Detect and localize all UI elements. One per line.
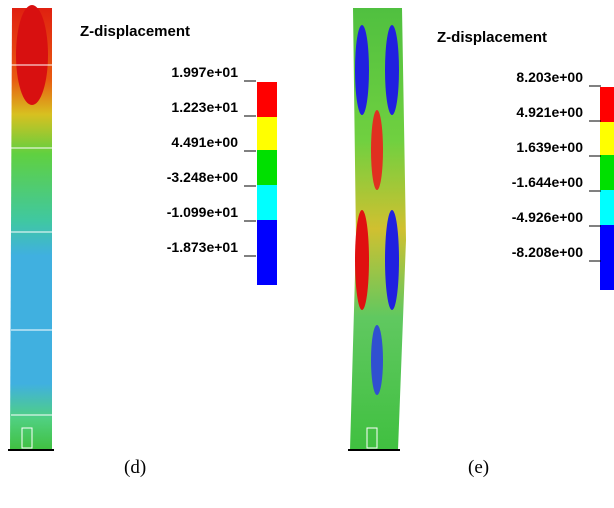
caption: (e) <box>468 457 489 478</box>
legend-level: -1.873e+01 <box>167 239 238 255</box>
legend-level: 1.639e+00 <box>516 139 583 155</box>
panel-e: Z-displacement (e) 8.203e+00 4.921e+00 1.6… <box>348 8 614 478</box>
legend-swatch <box>600 155 614 190</box>
legend-level: 8.203e+00 <box>516 69 583 85</box>
figure: Z-displacement (d) 1.997e+01 1.223e+01 4.4… <box>0 0 614 508</box>
legend-swatch <box>257 220 277 285</box>
legend-swatch <box>600 122 614 155</box>
legend-swatch <box>257 82 277 117</box>
legend-swatch <box>600 87 614 122</box>
legend-level: 1.997e+01 <box>171 64 238 80</box>
caption: (d) <box>124 457 146 478</box>
legend-level: 4.921e+00 <box>516 104 583 120</box>
legend-title: Z-displacement <box>80 23 190 40</box>
legend-level: -1.099e+01 <box>167 204 238 220</box>
legend-level: -4.926e+00 <box>512 209 583 225</box>
legend-swatch <box>600 190 614 225</box>
legend-swatch <box>257 185 277 220</box>
legend-level: 4.491e+00 <box>171 134 238 150</box>
legend-level: -8.208e+00 <box>512 244 583 260</box>
panel-d: Z-displacement (d) 1.997e+01 1.223e+01 4.4… <box>8 5 277 478</box>
legend-title: Z-displacement <box>437 29 547 46</box>
legend-swatch <box>600 225 614 290</box>
legend-level: -3.248e+00 <box>167 169 238 185</box>
legend-swatch <box>257 117 277 150</box>
legend-level: 1.223e+01 <box>171 99 238 115</box>
contour-spot <box>16 5 48 105</box>
legend-level: -1.644e+00 <box>512 174 583 190</box>
legend-swatch <box>257 150 277 185</box>
